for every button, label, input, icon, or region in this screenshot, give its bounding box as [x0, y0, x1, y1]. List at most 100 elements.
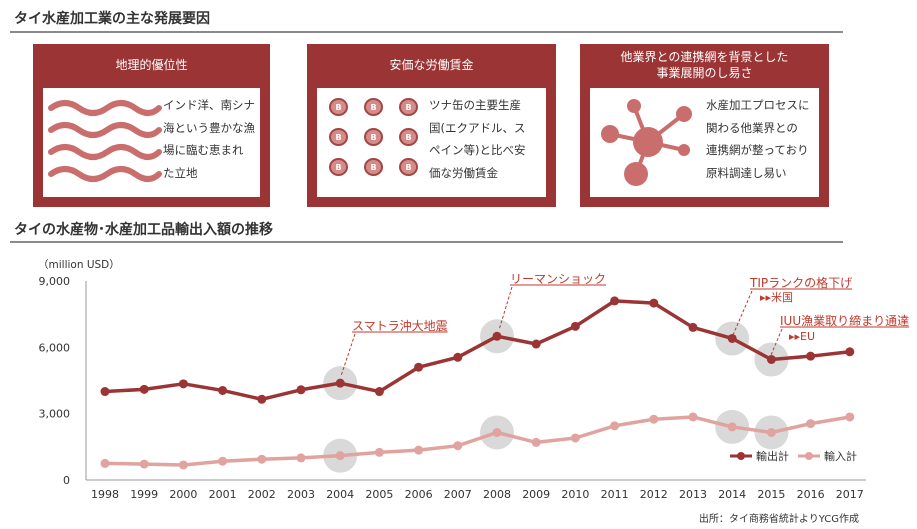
- legend-swatch-marker: [737, 452, 745, 460]
- baht-coin-icon: B: [399, 128, 418, 146]
- data-point: [531, 339, 541, 349]
- trade-line-chart: （million USD） 0 3,000 6,000 9,000 1998 1999 200…: [38, 259, 910, 501]
- factor-body: 水産加工プロセスに 関わる他業界との 連携網が整っており 原料調達し易い: [590, 88, 819, 197]
- data-point: [139, 459, 149, 469]
- annotation-label: リーマンショック: [510, 272, 606, 286]
- annotation-sublabel: ▸▸EU: [789, 330, 815, 343]
- legend-label: 輸出計: [756, 449, 789, 463]
- factor-body: インド洋、南シナ 海という豊かな漁 場に臨む恵まれ た立地: [43, 88, 260, 197]
- data-point: [218, 456, 228, 466]
- data-point: [531, 437, 541, 447]
- data-point: [492, 427, 502, 437]
- factor-panel-geography: 地理的優位性 インド洋、南シナ 海という豊かな漁 場に臨む恵まれ た立地: [33, 44, 270, 207]
- data-point: [374, 387, 384, 397]
- data-point: [296, 453, 306, 463]
- y-tick-label: 9,000: [39, 275, 71, 288]
- annotation-leader: [498, 286, 513, 331]
- data-point: [649, 298, 659, 308]
- title-divider: [10, 31, 843, 33]
- x-tick-label: 2011: [601, 488, 629, 501]
- x-tick-label: 2010: [561, 488, 589, 501]
- x-tick-label: 1998: [91, 488, 119, 501]
- x-tick-label: 2004: [326, 488, 354, 501]
- waves-icon: [48, 100, 162, 182]
- data-point: [610, 296, 620, 306]
- source-note: 出所：タイ商務省統計よりYCG作成: [698, 514, 859, 525]
- data-point: [845, 347, 855, 357]
- series-line: [104, 299, 850, 402]
- data-point: [453, 352, 463, 362]
- data-point: [492, 331, 502, 341]
- y-tick-label: 6,000: [39, 341, 71, 354]
- data-point: [727, 333, 737, 343]
- data-point: [335, 451, 345, 461]
- legend-swatch-marker: [805, 452, 813, 460]
- data-point: [845, 412, 855, 422]
- data-point: [766, 354, 776, 364]
- chart-section-title: タイの水産物･水産加工品輸出入額の推移: [14, 222, 273, 238]
- factor-title: 他業界との連携網を背景とした 事業展開のし易さ: [620, 50, 789, 80]
- data-point: [414, 445, 424, 455]
- data-point: [610, 421, 620, 431]
- data-point: [570, 433, 580, 443]
- x-tick-label: 2000: [169, 488, 197, 501]
- data-point: [178, 460, 188, 470]
- factor-description: ツナ缶の主要生産 国(エクアドル、ス ペイン等)と比べ安 価な労働賃金: [429, 98, 526, 180]
- data-point: [335, 378, 345, 388]
- data-point: [374, 447, 384, 457]
- factor-description: インド洋、南シナ 海という豊かな漁 場に臨む恵まれ た立地: [163, 98, 255, 180]
- x-tick-label: 2014: [718, 488, 746, 501]
- annotation-leader: [732, 290, 753, 336]
- annotation-label: TIPランクの格下げ: [749, 275, 852, 290]
- data-point: [139, 384, 149, 394]
- data-point: [453, 441, 463, 451]
- annotation-leader: [340, 333, 356, 377]
- legend-label: 輸入計: [824, 449, 857, 463]
- network-icon: [601, 99, 692, 186]
- data-point: [570, 321, 580, 331]
- x-tick-label: 2002: [248, 488, 276, 501]
- x-tick-label: 1999: [130, 488, 158, 501]
- data-point: [649, 414, 659, 424]
- factor-title: 地理的優位性: [115, 58, 188, 72]
- x-tick-label: 2012: [640, 488, 668, 501]
- data-point: [806, 419, 816, 429]
- x-tick-label: 2005: [365, 488, 393, 501]
- baht-coin-icon: B: [399, 158, 418, 176]
- series-line: [104, 415, 851, 467]
- data-point: [688, 322, 698, 332]
- annotation-sublabel: ▸▸米国: [760, 291, 793, 304]
- data-point: [727, 422, 737, 432]
- data-point: [100, 387, 110, 397]
- annotation-label: スマトラ沖大地震: [352, 319, 448, 333]
- baht-coin-icon: B: [329, 98, 348, 116]
- factor-title: 安価な労働賃金: [389, 58, 474, 72]
- x-tick-label: 2007: [444, 488, 472, 501]
- data-point: [296, 385, 306, 395]
- x-tick-label: 2006: [405, 488, 433, 501]
- x-tick-label: 2016: [797, 488, 825, 501]
- annotation-label: IUU漁業取り締まり通達: [780, 313, 909, 328]
- data-point: [257, 454, 267, 464]
- chart-section-divider: [10, 241, 843, 243]
- data-point: [257, 394, 267, 404]
- x-tick-label: 2013: [679, 488, 707, 501]
- baht-coin-icon: B: [329, 128, 348, 146]
- x-tick-label: 2009: [522, 488, 550, 501]
- baht-coin-icon: B: [364, 158, 383, 176]
- x-tick-label: 2017: [836, 488, 864, 501]
- y-tick-label: 0: [63, 474, 70, 487]
- baht-coin-icon: B: [329, 158, 348, 176]
- x-tick-label: 2015: [757, 488, 785, 501]
- unit-label: （million USD）: [38, 259, 120, 271]
- baht-coin-icon: B: [364, 128, 383, 146]
- data-point: [414, 362, 424, 372]
- data-point: [766, 427, 776, 437]
- data-point: [178, 379, 188, 389]
- y-tick-label: 3,000: [39, 408, 71, 421]
- x-tick-label: 2008: [483, 488, 511, 501]
- data-point: [100, 458, 110, 468]
- data-point: [218, 385, 228, 395]
